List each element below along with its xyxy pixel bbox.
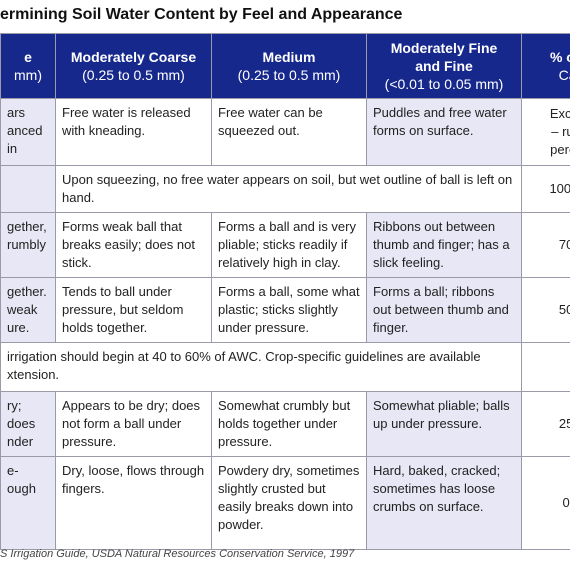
header-range: Cap	[558, 67, 570, 83]
table: e mm) Moderately Coarse (0.25 to 0.5 mm) Med…	[0, 33, 570, 550]
table-cell: Somewhat pliable; balls up under pressur…	[366, 391, 522, 457]
table-cell: Forms weak ball that breaks easily; does…	[55, 212, 212, 278]
header-name: e	[24, 49, 32, 65]
table-row: e- ough Dry, loose, flows through fingers…	[0, 456, 570, 550]
header-cell: Moderately Coarse (0.25 to 0.5 mm)	[55, 33, 212, 99]
table-cell: Exceed – runof percola	[521, 98, 570, 166]
table-cell: e- ough	[0, 456, 56, 550]
header-name: Medium	[262, 49, 316, 65]
table-cell: Puddles and free water forms on surface.	[366, 98, 522, 166]
table-cell: Ribbons out between thumb and finger; ha…	[366, 212, 522, 278]
table-row: gether. weak ure. Tends to ball under pre…	[0, 277, 570, 343]
table-cell: 50 –	[521, 277, 570, 343]
spanning-cell: irrigation should begin at 40 to 60% of …	[0, 342, 522, 392]
empty-cell	[0, 165, 56, 213]
table-cell: gether. weak ure.	[0, 277, 56, 343]
table-row: gether, rumbly Forms weak ball that break…	[0, 212, 570, 278]
header-cell: Moderately Fine and Fine (<0.01 to 0.05 m…	[366, 33, 522, 99]
header-row: e mm) Moderately Coarse (0.25 to 0.5 mm) Med…	[0, 33, 570, 99]
spanning-cell: Upon squeezing, no free water appears on…	[55, 165, 522, 213]
table-row: ars anced in Free water is released with …	[0, 98, 570, 166]
header-name: Moderately Coarse	[70, 49, 197, 65]
table-cell: Hard, baked, cracked; sometimes has loos…	[366, 456, 522, 550]
table-cell: Forms a ball, some what plastic; sticks …	[211, 277, 367, 343]
header-cell: Medium (0.25 to 0.5 mm)	[211, 33, 367, 99]
table-row: Upon squeezing, no free water appears on…	[0, 165, 570, 213]
table-cell: ry; does nder	[0, 391, 56, 457]
table-cell: gether, rumbly	[0, 212, 56, 278]
table-cell: Free water can be squeezed out.	[211, 98, 367, 166]
table-row: irrigation should begin at 40 to 60% of …	[0, 342, 570, 392]
header-range: (0.25 to 0.5 mm)	[237, 67, 341, 83]
table-cell: 100% –	[521, 165, 570, 213]
table-cell: Powdery dry, sometimes slightly crusted …	[211, 456, 367, 550]
header-name: Moderately Fine and Fine	[390, 40, 498, 74]
table-cell: Appears to be dry; does not form a ball …	[55, 391, 212, 457]
source: S Irrigation Guide, USDA Natural Resourc…	[0, 548, 355, 560]
table-row: ry; does nder Appears to be dry; does not…	[0, 391, 570, 457]
header-cell: e mm)	[0, 33, 56, 99]
table-cell: 0 –	[521, 456, 570, 550]
table-body: ars anced in Free water is released with …	[0, 98, 570, 550]
header-name: % of A	[549, 49, 570, 65]
header-range: mm)	[14, 67, 42, 83]
table-cell: Somewhat crumbly but holds together unde…	[211, 391, 367, 457]
header-range: (0.25 to 0.5 mm)	[82, 67, 185, 83]
table-cell: Dry, loose, flows through fingers.	[55, 456, 212, 550]
table-cell: 25 –	[521, 391, 570, 457]
table-cell: 70 –	[521, 212, 570, 278]
table-cell: ars anced in	[0, 98, 56, 166]
table-cell: Free water is released with kneading.	[55, 98, 212, 166]
table-cell: Tends to ball under pressure, but seldom…	[55, 277, 212, 343]
empty-cell	[521, 342, 570, 392]
header-cell: % of A Cap	[521, 33, 570, 99]
table-cell: Forms a ball and is very pliable; sticks…	[211, 212, 367, 278]
header-range: (<0.01 to 0.05 mm)	[384, 76, 504, 92]
table-cell: Forms a ball; ribbons out between thumb …	[366, 277, 522, 343]
title: ermining Soil Water Content by Feel and …	[0, 6, 403, 23]
